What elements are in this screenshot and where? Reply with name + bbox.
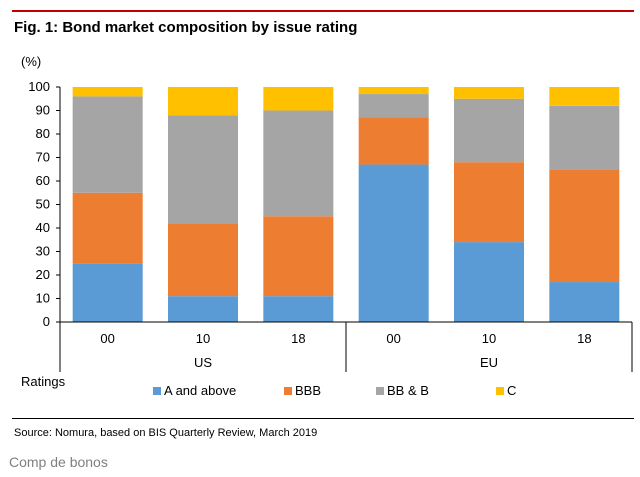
bar-segment [168,296,238,322]
x-group-label: EU [480,355,498,370]
source-note: Source: Nomura, based on BIS Quarterly R… [14,427,318,439]
y-tick-label: 100 [28,79,50,94]
y-tick-label: 20 [36,267,50,282]
legend-label: BB & B [387,383,429,398]
bar-segment [454,162,524,243]
x-tick-label: 00 [100,331,114,346]
bar-segment [454,87,524,99]
bar-segment [549,87,620,106]
figure-title: Fig. 1: Bond market composition by issue… [14,19,358,36]
bar-segment [72,96,143,193]
bar-segment [454,242,524,322]
x-tick-label: 18 [291,331,305,346]
x-tick-label: 10 [482,331,496,346]
top-rule [12,10,634,12]
y-tick-label: 60 [36,173,50,188]
x-tick-label: 18 [577,331,591,346]
bar-segment [263,216,334,297]
bottom-rule [12,418,634,419]
x-group-label: US [194,355,212,370]
y-tick-label: 50 [36,197,50,212]
legend-swatch [284,387,292,395]
bar-segment [263,110,334,217]
y-tick-label: 90 [36,103,50,118]
bar-segment [72,192,143,264]
y-tick-label: 70 [36,150,50,165]
legend-swatch [153,387,161,395]
legend-label: BBB [295,383,321,398]
y-tick-label: 80 [36,126,50,141]
bar-segment [358,94,429,118]
bar-segment [358,164,429,322]
x-tick-label: 00 [386,331,400,346]
bar-segment [263,87,334,111]
bar-segment [549,282,620,322]
y-tick-label: 40 [36,220,50,235]
y-axis: 0 10 20 30 40 50 60 70 80 90 100 [28,79,61,329]
legend-swatch [376,387,384,395]
legend-swatch [496,387,504,395]
bar-segment [168,87,238,116]
bar-segment [358,117,429,165]
y-axis-unit-label: (%) [21,54,41,69]
legend-label: C [507,383,516,398]
y-tick-label: 30 [36,244,50,259]
bars [72,87,620,322]
bar-segment [549,105,620,170]
bar-segment [549,169,620,283]
legend-label: A and above [164,383,236,398]
bar-segment [358,87,429,95]
bar-segment [72,87,143,97]
legend: A and above BBB BB & B C [153,383,516,398]
x-axis: 00 10 18 00 10 18 US EU [59,321,633,372]
bar-segment [263,296,334,322]
y-tick-label: 0 [43,314,50,329]
bar-segment [168,223,238,297]
bar-segment [454,98,524,163]
x-tick-label: 10 [196,331,210,346]
image-caption: Comp de bonos [9,454,108,470]
legend-title: Ratings [21,374,66,389]
bar-segment [168,115,238,224]
bar-segment [72,263,143,322]
y-tick-label: 10 [36,291,50,306]
